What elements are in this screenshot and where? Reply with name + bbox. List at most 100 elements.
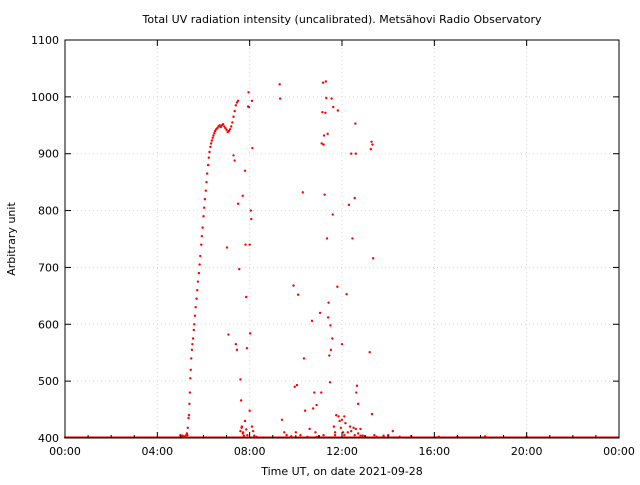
data-point (216, 126, 219, 130)
data-point (346, 431, 349, 434)
data-point (240, 426, 243, 429)
data-point (368, 350, 371, 354)
y-tick-label: 800 (38, 205, 59, 218)
data-point (338, 419, 341, 423)
data-point (398, 435, 401, 439)
data-point (278, 97, 282, 100)
data-point (241, 432, 244, 435)
x-tick-label: 00:00 (603, 445, 635, 458)
data-point (211, 136, 214, 139)
data-point (243, 169, 247, 172)
data-point (248, 409, 251, 412)
data-point (207, 156, 211, 159)
data-point (370, 412, 374, 416)
data-point (302, 357, 306, 360)
data-point (208, 150, 211, 154)
axis-ticks (64, 39, 620, 439)
data-point (337, 415, 340, 418)
data-point (224, 126, 227, 130)
data-point (340, 418, 344, 422)
plot-frame (64, 39, 620, 439)
data-point (315, 435, 318, 439)
data-point (199, 243, 203, 246)
data-point (232, 115, 235, 118)
x-tick-label: 04:00 (141, 445, 173, 458)
x-tick-label: 12:00 (326, 445, 358, 458)
y-axis-label: Arbitrary unit (5, 202, 18, 276)
data-point (228, 128, 232, 131)
data-point (371, 257, 375, 260)
data-point (227, 333, 230, 336)
data-point (248, 332, 252, 335)
data-point (356, 432, 360, 435)
data-point (213, 129, 217, 133)
data-point (196, 288, 199, 292)
y-tick-label: 600 (38, 318, 59, 331)
data-point (193, 314, 197, 317)
data-point (391, 429, 394, 433)
x-tick-label: 00:00 (49, 445, 81, 458)
data-point (234, 342, 238, 346)
data-point (187, 416, 190, 420)
x-tick-label: 16:00 (418, 445, 450, 458)
data-point (248, 243, 251, 246)
data-point (235, 101, 239, 104)
data-point (243, 419, 247, 423)
data-point (233, 109, 236, 113)
data-point (201, 226, 204, 229)
data-point (239, 378, 242, 381)
data-point (210, 139, 214, 142)
data-point (339, 426, 343, 429)
data-point (190, 348, 194, 352)
data-point (350, 152, 353, 155)
x-tick-label: 20:00 (511, 445, 543, 458)
grid-lines (65, 40, 619, 438)
data-point (188, 391, 192, 394)
data-point (255, 435, 258, 439)
data-point (232, 154, 235, 157)
data-point (344, 422, 347, 425)
data-point (242, 434, 246, 437)
data-point (223, 125, 226, 128)
data-point (212, 134, 215, 137)
data-point (322, 143, 325, 146)
data-point (246, 433, 249, 437)
data-point (203, 198, 207, 201)
data-point (280, 418, 284, 422)
data-point (324, 111, 327, 114)
data-point (353, 433, 356, 437)
data-point (200, 234, 204, 238)
data-point (238, 267, 241, 271)
data-point (341, 431, 345, 434)
data-point (330, 97, 333, 100)
data-point (245, 295, 248, 299)
chart-title: Total UV radiation intensity (uncalibrat… (142, 13, 542, 26)
data-point (253, 434, 256, 437)
data-point (325, 96, 328, 100)
data-point (299, 433, 302, 437)
data-point (219, 125, 223, 129)
data-point (355, 384, 359, 387)
data-point (225, 128, 228, 132)
data-point (369, 147, 373, 151)
data-point (350, 429, 353, 433)
y-tick-labels: 400 500 600 700 800 900 1000 1100 (31, 34, 59, 445)
data-point (371, 143, 374, 146)
data-point (186, 426, 190, 429)
y-tick-label: 900 (38, 148, 59, 161)
data-point (327, 301, 330, 304)
data-point (359, 427, 362, 431)
data-point (239, 399, 243, 402)
data-point (333, 431, 337, 434)
data-point (251, 146, 254, 150)
data-point (191, 337, 195, 340)
data-point (331, 213, 334, 216)
data-point (329, 324, 332, 327)
data-point (329, 348, 333, 352)
data-point (245, 346, 249, 350)
data-point (332, 425, 336, 428)
data-point (195, 297, 198, 300)
data-point (188, 402, 191, 406)
data-point (328, 381, 332, 384)
data-point (202, 215, 205, 218)
